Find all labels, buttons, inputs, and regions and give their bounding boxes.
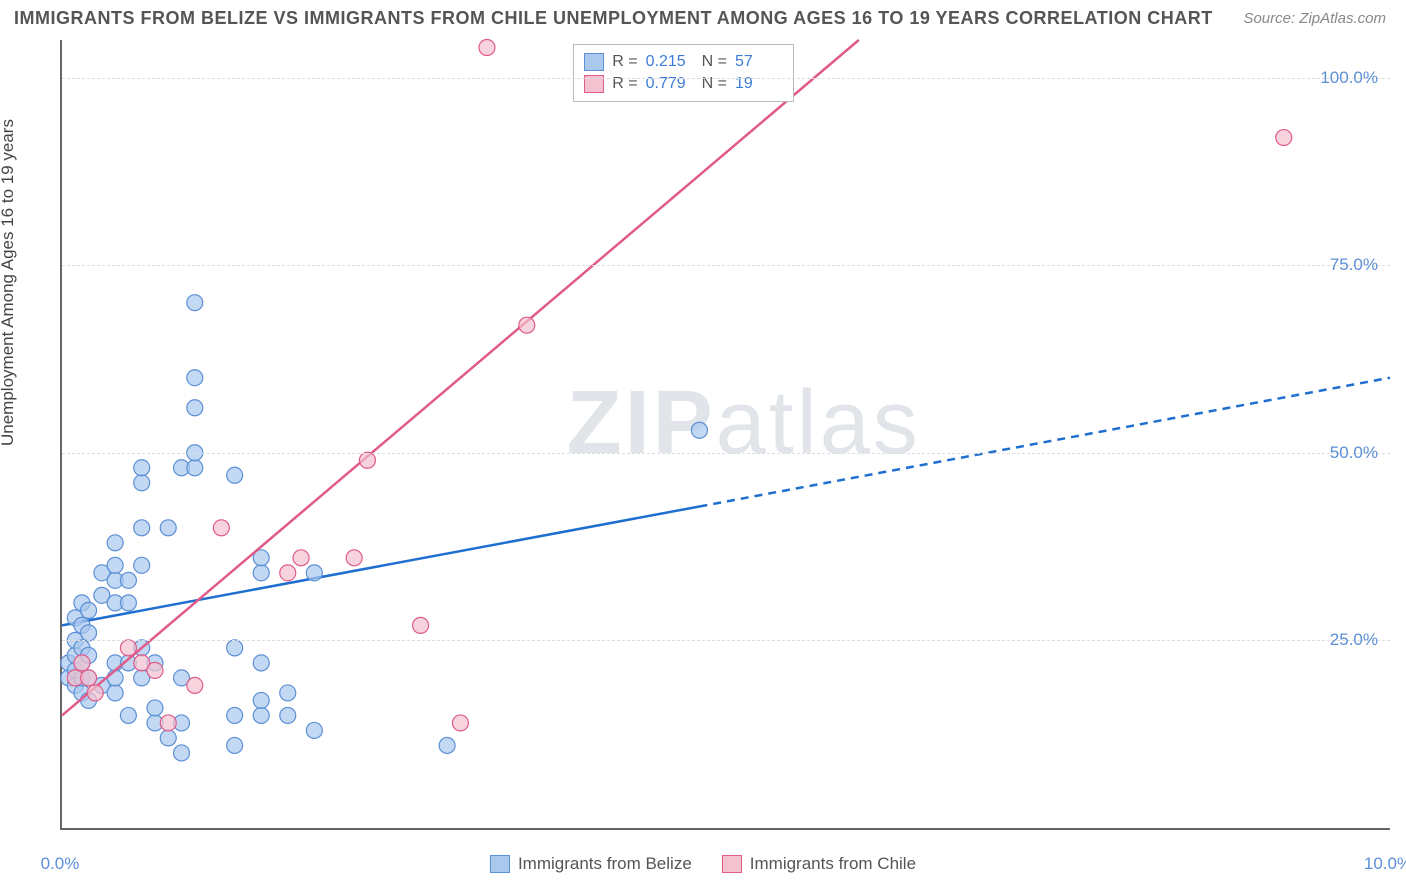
y-tick-label: 50.0% [1330,443,1378,463]
y-tick-label: 75.0% [1330,255,1378,275]
data-point [359,452,375,468]
data-point [81,670,97,686]
data-point [227,467,243,483]
data-point [1276,130,1292,146]
data-point [120,572,136,588]
legend-swatch [722,855,742,873]
gridline [62,453,1390,454]
y-axis-label: Unemployment Among Ages 16 to 19 years [0,119,18,446]
data-point [227,640,243,656]
gridline [62,640,1390,641]
data-point [81,602,97,618]
data-point [187,400,203,416]
data-point [134,557,150,573]
correlation-legend: R = 0.215 N = 57 R =0.779N =19 [573,44,794,102]
trend-line-dashed [699,378,1390,507]
data-point [346,550,362,566]
data-point [187,370,203,386]
x-tick-label: 10.0% [1364,854,1406,874]
y-tick-label: 25.0% [1330,630,1378,650]
data-point [120,707,136,723]
n-value: 57 [735,53,783,71]
series-legend: Immigrants from Belize Immigrants from Ch… [490,854,916,874]
gridline [62,78,1390,79]
data-point [174,745,190,761]
r-value: 0.215 [646,53,694,71]
legend-row: R =0.779N =19 [584,73,783,95]
chart-title: IMMIGRANTS FROM BELIZE VS IMMIGRANTS FRO… [14,8,1213,29]
data-point [160,715,176,731]
legend-swatch [584,53,604,71]
data-point [160,520,176,536]
data-point [107,557,123,573]
data-point [160,730,176,746]
data-point [253,565,269,581]
data-point [107,670,123,686]
data-point [227,707,243,723]
data-point [280,565,296,581]
legend-item: Immigrants from Chile [722,854,916,874]
data-point [452,715,468,731]
chart-svg [62,40,1390,828]
data-point [253,707,269,723]
source-attribution: Source: ZipAtlas.com [1243,10,1386,27]
data-point [306,565,322,581]
data-point [120,595,136,611]
data-point [87,685,103,701]
data-point [253,692,269,708]
data-point [107,685,123,701]
data-point [120,640,136,656]
r-label: R = [612,53,637,71]
legend-item: Immigrants from Belize [490,854,692,874]
x-tick-label: 0.0% [41,854,80,874]
y-tick-label: 100.0% [1320,68,1378,88]
data-point [280,685,296,701]
data-point [74,655,90,671]
data-point [134,520,150,536]
data-point [147,662,163,678]
data-point [147,700,163,716]
gridline [62,265,1390,266]
data-point [479,40,495,56]
data-point [187,677,203,693]
legend-label: Immigrants from Belize [518,854,692,874]
data-point [187,295,203,311]
data-point [293,550,309,566]
n-label: N = [702,53,727,71]
trend-line [62,40,859,715]
legend-row: R = 0.215 N = 57 [584,51,783,73]
data-point [81,625,97,641]
data-point [227,737,243,753]
data-point [253,655,269,671]
data-point [107,535,123,551]
data-point [187,460,203,476]
data-point [213,520,229,536]
data-point [134,460,150,476]
data-point [280,707,296,723]
data-point [306,722,322,738]
data-point [134,475,150,491]
legend-swatch [490,855,510,873]
data-point [519,317,535,333]
plot-area: ZIPatlas R =0.215N =57R =0.779N =19 25.0… [60,40,1390,830]
data-point [413,617,429,633]
data-point [439,737,455,753]
trend-line [62,506,699,625]
data-point [691,422,707,438]
legend-label: Immigrants from Chile [750,854,916,874]
